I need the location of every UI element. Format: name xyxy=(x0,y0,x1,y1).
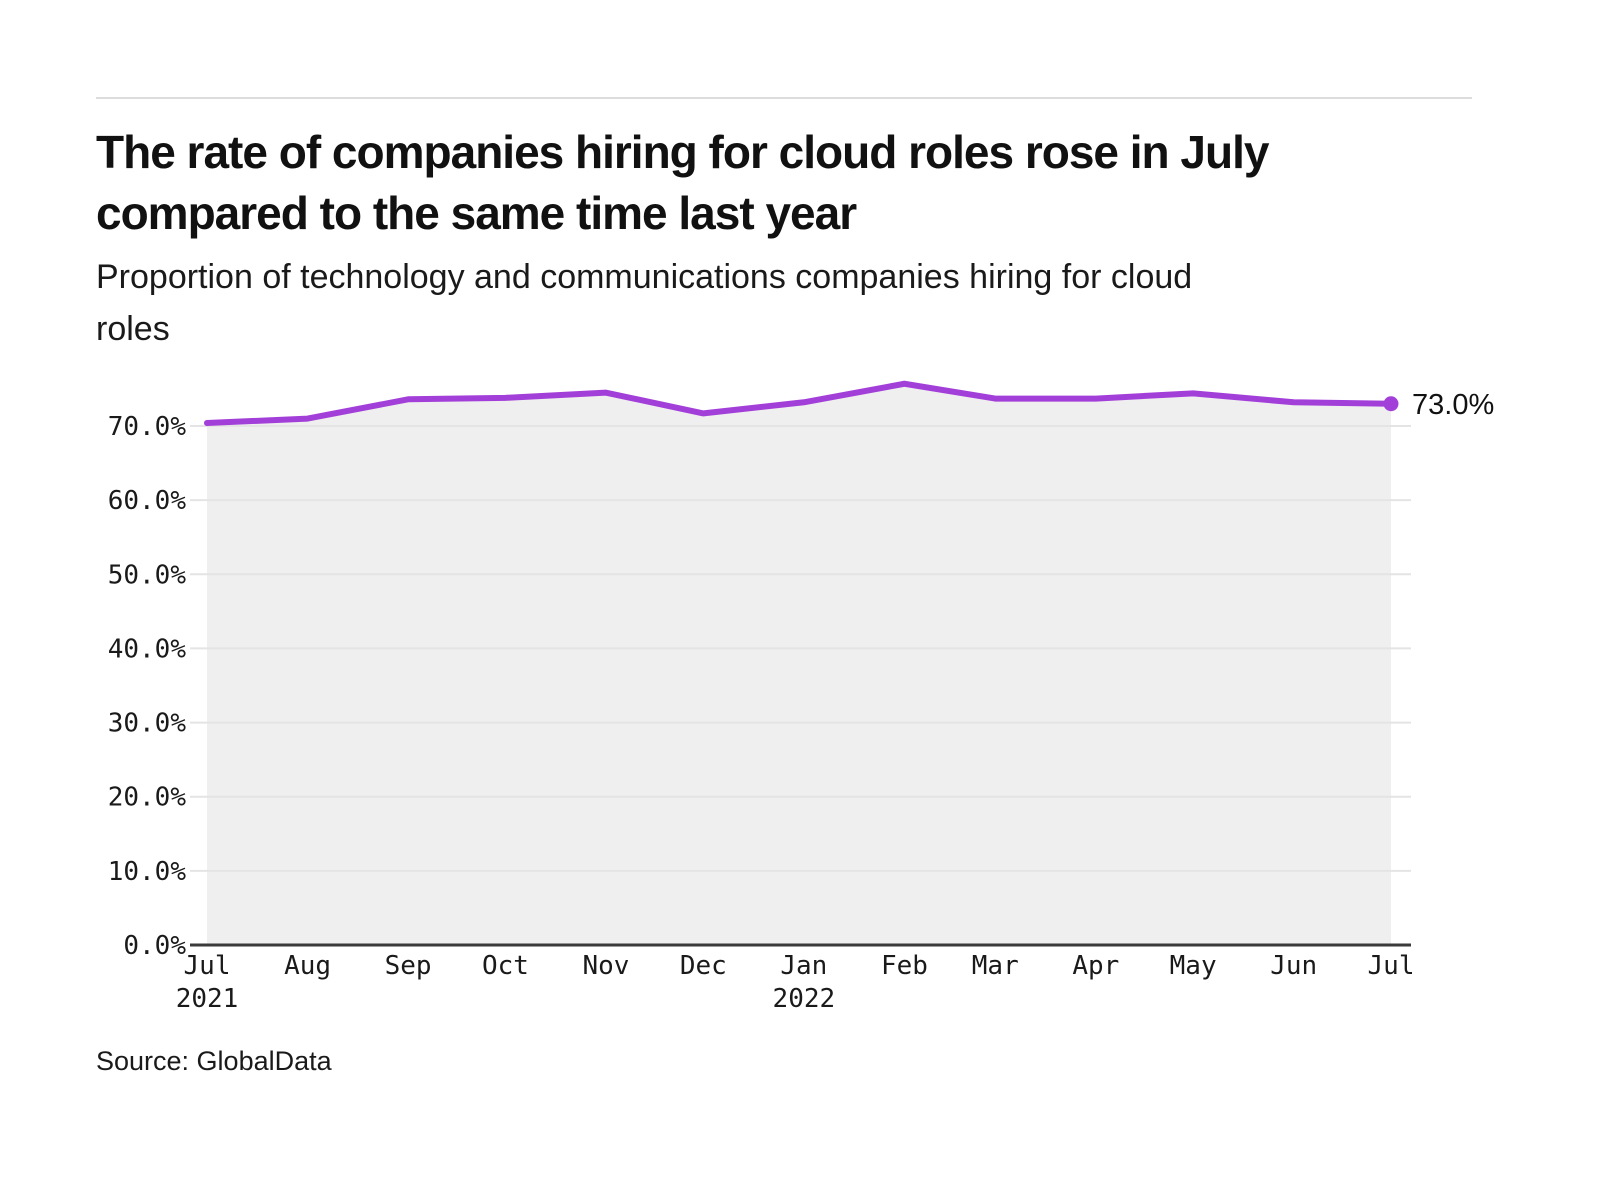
y-tick-label-30pct: 30.0% xyxy=(108,709,187,739)
x-tick-label-month-1: Aug xyxy=(284,951,331,981)
chart-subtitle-line-2: roles xyxy=(96,310,170,348)
x-tick-label-month-9: Apr xyxy=(1072,951,1119,981)
x-tick-label-month-0: Jul xyxy=(184,951,231,981)
top-divider xyxy=(96,97,1472,99)
end-point-dot xyxy=(1383,396,1399,412)
x-tick-label-year-6: 2022 xyxy=(773,984,836,1014)
x-tick-label-month-5: Dec xyxy=(680,951,727,981)
chart-title-line-1: The rate of companies hiring for cloud r… xyxy=(96,126,1269,178)
chart-subtitle-line-1: Proportion of technology and communicati… xyxy=(96,258,1193,296)
x-tick-label-year-0: 2021 xyxy=(176,984,239,1014)
chart-area-fill xyxy=(207,383,1391,945)
chart-subtitle: Proportion of technology and communicati… xyxy=(96,251,1496,355)
x-tick-label-month-4: Nov xyxy=(583,951,630,981)
chart-title: The rate of companies hiring for cloud r… xyxy=(96,122,1496,244)
x-tick-label-month-12: Jul xyxy=(1368,951,1415,981)
source-attribution: Source: GlobalData xyxy=(96,1046,332,1076)
y-tick-label-40pct: 40.0% xyxy=(108,634,187,664)
y-tick-label-10pct: 10.0% xyxy=(108,857,187,887)
y-tick-label-50pct: 50.0% xyxy=(108,560,187,590)
x-tick-label-month-10: May xyxy=(1170,951,1217,981)
y-tick-label-20pct: 20.0% xyxy=(108,783,187,813)
end-value-label: 73.0% xyxy=(1412,389,1494,421)
y-tick-label-60pct: 60.0% xyxy=(108,486,187,516)
x-tick-label-month-8: Mar xyxy=(972,951,1019,981)
data-line-cloud-hiring xyxy=(204,380,1394,427)
x-tick-label-month-2: Sep xyxy=(385,951,432,981)
x-tick-label-month-3: Oct xyxy=(482,951,529,981)
y-tick-label-70pct: 70.0% xyxy=(108,412,187,442)
y-tick-label-0pct: 0.0% xyxy=(123,931,186,961)
chart-title-line-2: compared to the same time last year xyxy=(96,187,857,239)
x-tick-label-month-7: Feb xyxy=(881,951,928,981)
x-tick-label-month-6: Jan xyxy=(780,951,827,981)
x-tick-label-month-11: Jun xyxy=(1270,951,1317,981)
